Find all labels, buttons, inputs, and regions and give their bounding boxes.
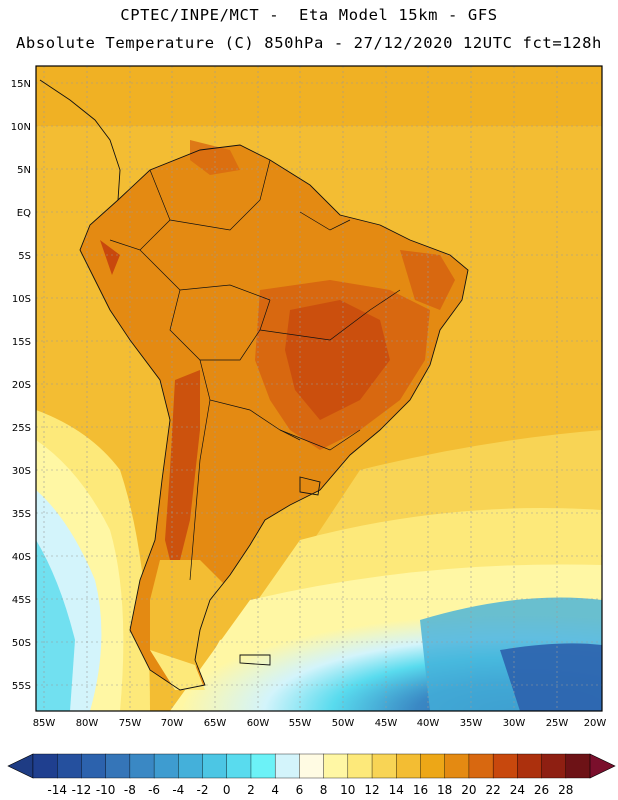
colorbar-cell [226, 753, 252, 779]
colorbar-cell [517, 753, 543, 779]
lat-label: 5N [17, 165, 31, 176]
colorbar-cell [420, 753, 446, 779]
colorbar-tick-label: 26 [534, 783, 549, 797]
colorbar-cell [541, 753, 567, 779]
lon-label: 30W [503, 718, 526, 729]
map-frame [35, 65, 603, 712]
colorbar-tick-label: 20 [461, 783, 476, 797]
colorbar-cell [274, 753, 300, 779]
colorbar-cell [565, 753, 591, 779]
colorbar-tick-label: -4 [172, 783, 184, 797]
colorbar-tick-label: -10 [96, 783, 116, 797]
lat-label: 5S [18, 251, 31, 262]
lat-label: 10N [11, 122, 31, 133]
colorbar-tick-label: 14 [389, 783, 404, 797]
colorbar-cell [129, 753, 155, 779]
lon-label: 55W [289, 718, 312, 729]
colorbar-cell [153, 753, 179, 779]
lat-label: 35S [12, 509, 31, 520]
colorbar-cell [396, 753, 421, 779]
lat-label: 15S [12, 337, 31, 348]
title-line-1: CPTEC/INPE/MCT - Eta Model 15km - GFS [120, 6, 498, 24]
colorbar-cell [202, 753, 228, 779]
colorbar-tick-label: 8 [320, 783, 328, 797]
lat-label: 30S [12, 466, 31, 477]
colorbar-cell [347, 753, 373, 779]
colorbar: -14 -12 -10 -8 -6 -4 -2 0 2 4 6 8 10 12 14 16 18 20 22 24 26… [7, 753, 616, 797]
lon-label: 85W [33, 718, 56, 729]
latitude-axis: 15N 10N 5N EQ 5S 10S 15S 20S 25S 30S 35S… [11, 79, 31, 692]
lon-label: 40W [417, 718, 440, 729]
lat-label: 15N [11, 79, 31, 90]
colorbar-tick-label: 12 [364, 783, 379, 797]
lat-label: 55S [12, 681, 31, 692]
lat-label: 10S [12, 294, 31, 305]
title-line-2: Absolute Temperature (C) 850hPa - 27/12/… [16, 34, 602, 52]
lat-label: 25S [12, 423, 31, 434]
colorbar-tick-label: 24 [510, 783, 525, 797]
colorbar-high-arrow [589, 753, 616, 779]
colorbar-tick-label: -6 [148, 783, 160, 797]
colorbar-cell [492, 753, 518, 779]
lon-label: 80W [76, 718, 99, 729]
lat-label: 50S [12, 638, 31, 649]
colorbar-cell [250, 753, 276, 779]
colorbar-cell [299, 753, 325, 779]
colorbar-cell [178, 753, 204, 779]
colorbar-cell [444, 753, 470, 779]
lon-label: 60W [247, 718, 270, 729]
country-borders [109, 159, 401, 581]
colorbar-tick-label: -14 [47, 783, 67, 797]
longitude-axis: 85W 80W 75W 70W 65W 60W 55W 50W 45W 40W … [33, 718, 607, 729]
colorbar-cell [468, 753, 494, 779]
colorbar-tick-label: 4 [271, 783, 279, 797]
lon-label: 20W [584, 718, 607, 729]
map-field [36, 66, 602, 711]
coastline [39, 79, 469, 691]
colorbar-tick-label: 28 [558, 783, 573, 797]
lon-label: 45W [375, 718, 398, 729]
colorbar-tick-label: 0 [223, 783, 231, 797]
graticule [36, 66, 602, 711]
colorbar-cells [32, 753, 591, 779]
colorbar-tick-label: 10 [340, 783, 355, 797]
colorbar-cell [105, 753, 131, 779]
colorbar-tick-label: 2 [247, 783, 255, 797]
colorbar-tick-label: 16 [413, 783, 428, 797]
colorbar-tick-label: 22 [485, 783, 500, 797]
colorbar-tick-label: 18 [437, 783, 452, 797]
lon-label: 35W [460, 718, 483, 729]
colorbar-cell [371, 753, 397, 779]
colorbar-tick-labels: -14 -12 -10 -8 -6 -4 -2 0 2 4 6 8 10 12 14 16 18 20 22 24 26… [47, 783, 573, 797]
colorbar-tick-label: 6 [296, 783, 304, 797]
lon-label: 50W [332, 718, 355, 729]
lon-label: 75W [119, 718, 142, 729]
lat-label: 20S [12, 380, 31, 391]
colorbar-tick-label: -2 [197, 783, 209, 797]
colorbar-low-arrow [7, 753, 34, 779]
lon-label: 25W [546, 718, 569, 729]
colorbar-cell [57, 753, 82, 779]
lat-label: 45S [12, 595, 31, 606]
lat-label: EQ [17, 208, 31, 219]
colorbar-cell [81, 753, 107, 779]
lon-label: 70W [161, 718, 184, 729]
colorbar-cell [32, 753, 58, 779]
colorbar-tick-label: -8 [124, 783, 136, 797]
colorbar-tick-label: -12 [72, 783, 92, 797]
colorbar-cell [323, 753, 349, 779]
lat-label: 40S [12, 552, 31, 563]
lon-label: 65W [204, 718, 227, 729]
